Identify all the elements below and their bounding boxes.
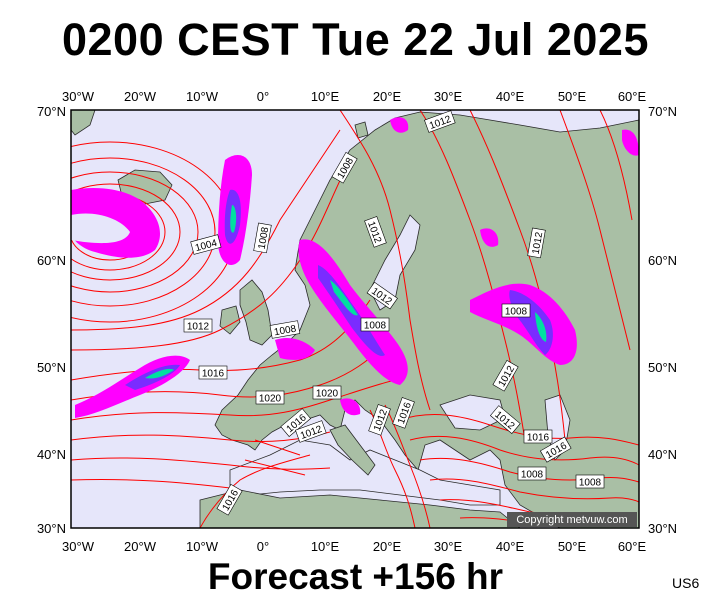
isobar-value: 1016 <box>202 369 225 380</box>
lon-tick: 30°E <box>434 539 463 554</box>
isobar-value: 1008 <box>364 321 387 332</box>
lat-tick: 40°N <box>37 447 66 462</box>
lon-tick: 10°E <box>311 539 340 554</box>
copyright-box <box>507 512 637 527</box>
lon-tick: 30°W <box>62 89 95 104</box>
lat-tick: 60°N <box>37 253 66 268</box>
lon-tick: 10°W <box>186 89 219 104</box>
lat-tick: 50°N <box>648 360 677 375</box>
lon-tick: 0° <box>257 539 269 554</box>
copyright-text: Copyright metvuw.com <box>516 514 627 526</box>
lon-tick: 60°E <box>618 539 647 554</box>
isobar-value: 1012 <box>187 322 210 333</box>
europe-landmass <box>214 111 639 528</box>
greenland-edge <box>71 110 96 136</box>
isobar-label: 1008 <box>517 466 547 481</box>
isobar-label: 1020 <box>255 390 285 405</box>
isobar-label: 1020 <box>312 385 342 400</box>
isobar-label: 1008 <box>575 474 605 489</box>
isobar-label: 1016 <box>523 429 553 444</box>
lon-tick: 60°E <box>618 89 647 104</box>
lon-tick: 50°E <box>558 539 587 554</box>
model-code: US6 <box>672 575 700 591</box>
lon-tick: 10°W <box>186 539 219 554</box>
forecast-label: Forecast +156 hr <box>207 556 504 597</box>
island <box>354 121 369 139</box>
isobar-value: 1016 <box>527 433 550 444</box>
isobar-value: 1012 <box>531 231 546 255</box>
lat-tick: 30°N <box>648 521 677 536</box>
lat-tick: 70°N <box>37 104 66 119</box>
lon-tick: 30°E <box>434 89 463 104</box>
lat-tick: 50°N <box>37 360 66 375</box>
isobar-label: 1008 <box>360 317 390 332</box>
north-africa <box>199 489 521 528</box>
isobar-label: 1012 <box>527 227 546 259</box>
latitude-ticks-right: 70°N 60°N 50°N 40°N 30°N <box>648 104 677 536</box>
lon-tick: 40°E <box>496 89 525 104</box>
isobar-label: 1008 <box>501 303 531 318</box>
isobar-value: 1008 <box>505 307 528 318</box>
page-title: 0200 CEST Tue 22 Jul 2025 <box>62 14 649 65</box>
great-britain <box>239 279 273 346</box>
lon-tick: 20°E <box>373 89 402 104</box>
italy <box>329 424 376 476</box>
lon-tick: 40°E <box>496 539 525 554</box>
isobar-label: 1012 <box>183 318 213 333</box>
lon-tick: 20°E <box>373 539 402 554</box>
longitude-ticks-bottom: 30°W 20°W 10°W 0° 10°E 20°E 30°E 40°E 50… <box>62 539 646 554</box>
isobar-value: 1008 <box>521 470 544 481</box>
isobar-value: 1020 <box>316 389 339 400</box>
precipitation <box>71 117 639 418</box>
lon-tick: 20°W <box>124 539 157 554</box>
latitude-ticks-left: 70°N 60°N 50°N 40°N 30°N <box>37 104 66 536</box>
lon-tick: 0° <box>257 89 269 104</box>
isobar-label: 1008 <box>269 320 301 339</box>
lat-tick: 40°N <box>648 447 677 462</box>
lat-tick: 60°N <box>648 253 677 268</box>
isobar-value: 1008 <box>257 226 272 250</box>
lon-tick: 50°E <box>558 89 587 104</box>
isobar-value: 1008 <box>579 478 602 489</box>
lon-tick: 30°W <box>62 539 95 554</box>
lat-tick: 70°N <box>648 104 677 119</box>
isobar-label: 1008 <box>253 222 272 254</box>
isobar-value: 1020 <box>259 394 282 405</box>
lat-tick: 30°N <box>37 521 66 536</box>
longitude-ticks-top: 30°W 20°W 10°W 0° 10°E 20°E 30°E 40°E 50… <box>62 89 646 104</box>
isobar-value: 1008 <box>273 324 297 339</box>
lon-tick: 10°E <box>311 89 340 104</box>
isobar-label: 1016 <box>198 365 228 380</box>
map-frame <box>70 109 640 529</box>
lon-tick: 20°W <box>124 89 157 104</box>
